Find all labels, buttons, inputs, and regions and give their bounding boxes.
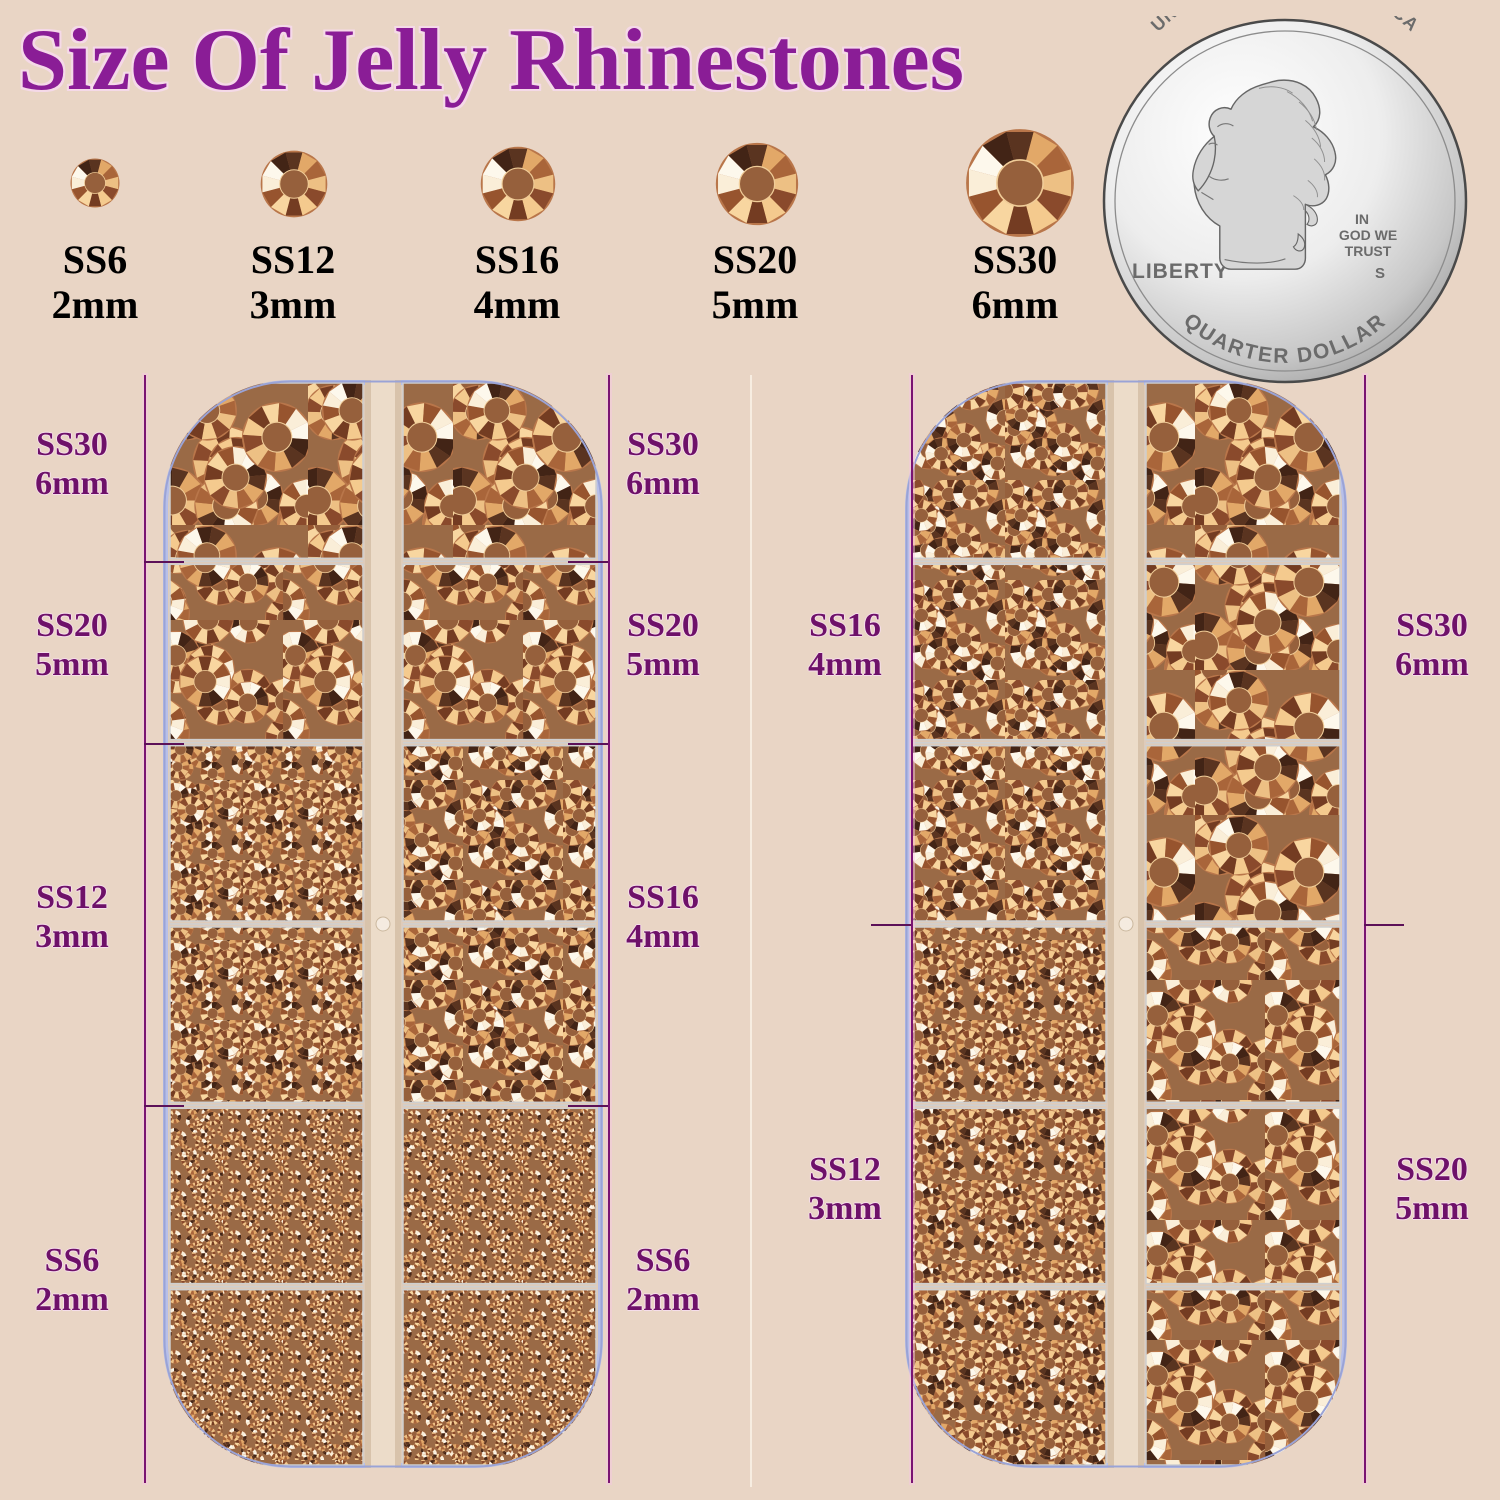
svg-text:LIBERTY: LIBERTY xyxy=(1132,260,1229,283)
svg-text:S: S xyxy=(1375,265,1385,282)
svg-text:TRUST: TRUST xyxy=(1345,243,1392,259)
svg-text:GOD WE: GOD WE xyxy=(1339,227,1397,243)
svg-text:IN: IN xyxy=(1355,211,1369,227)
